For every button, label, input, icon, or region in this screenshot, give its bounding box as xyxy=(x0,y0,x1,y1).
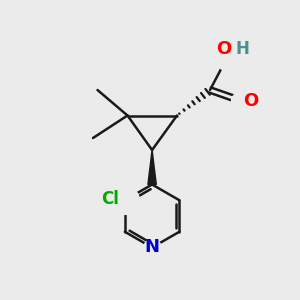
Text: N: N xyxy=(145,238,160,256)
Text: O: O xyxy=(244,92,259,110)
Polygon shape xyxy=(148,150,156,184)
Text: O: O xyxy=(216,40,231,58)
Text: Cl: Cl xyxy=(101,190,119,208)
Text: H: H xyxy=(236,40,249,58)
